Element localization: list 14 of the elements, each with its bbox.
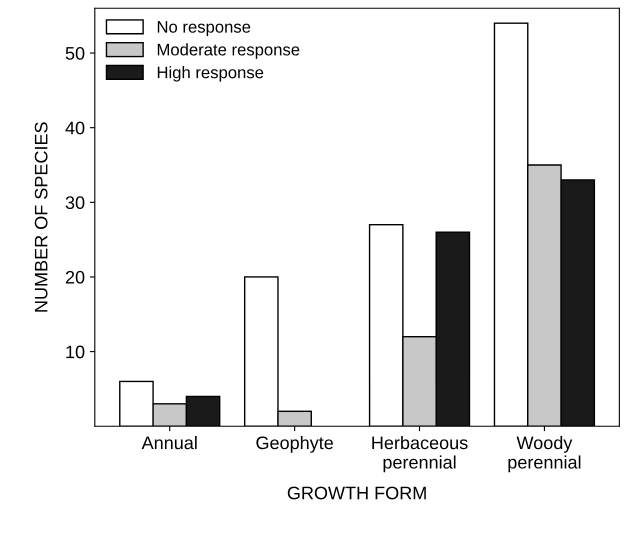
legend-label: High response: [158, 66, 264, 82]
x-tick-label: Woody perennial: [508, 436, 580, 472]
legend-label: Moderate response: [158, 43, 300, 59]
y-tick-label: 30: [66, 196, 84, 210]
y-tick-label: 10: [66, 346, 84, 358]
y-tick-label: 40: [65, 122, 84, 134]
y-axis-title: NUMBER OF SPECIES: [34, 122, 48, 312]
x-tick-label: Annual: [142, 436, 197, 450]
legend-label: No response: [158, 21, 250, 36]
x-tick-label: Herbaceous perennial: [372, 436, 468, 472]
y-tick-label: 20: [66, 270, 84, 284]
x-tick-label: Geophyte: [256, 436, 333, 453]
x-axis-title: GROWTH FORM: [288, 486, 426, 500]
y-tick-label: 50: [66, 46, 84, 60]
